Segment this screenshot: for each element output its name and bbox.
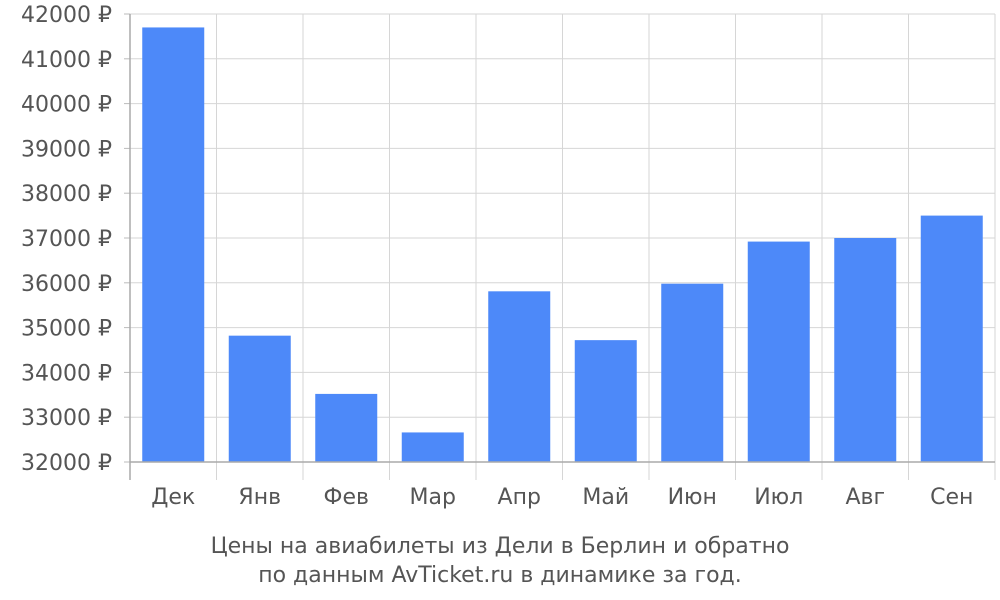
x-tick-label: Май xyxy=(582,485,629,510)
bar-10 xyxy=(920,215,983,462)
bar-3 xyxy=(315,393,378,462)
axes xyxy=(124,13,995,480)
x-tick-label: Июл xyxy=(754,485,803,510)
y-tick-label: 32000 ₽ xyxy=(21,451,112,476)
y-tick-label: 39000 ₽ xyxy=(21,137,112,162)
y-tick-label: 37000 ₽ xyxy=(21,227,112,252)
grid xyxy=(130,13,996,480)
bar-4 xyxy=(401,432,464,462)
caption-line-2: по данным AvTicket.ru в динамике за год. xyxy=(258,563,742,588)
x-tick-label: Июн xyxy=(668,485,717,510)
x-tick-label: Мар xyxy=(410,485,456,510)
y-tick-label: 40000 ₽ xyxy=(21,93,112,118)
x-tick-label: Фев xyxy=(324,485,369,510)
bar-1 xyxy=(142,27,205,462)
y-axis-tick-labels: 32000 ₽ 33000 ₽ 34000 ₽ 35000 ₽ 36000 ₽ 37000… xyxy=(21,3,112,476)
x-tick-label: Янв xyxy=(238,485,281,510)
x-tick-label: Апр xyxy=(498,485,541,510)
bars xyxy=(142,27,983,462)
bar-6 xyxy=(574,340,637,462)
x-axis-tick-labels: Дек Янв Фев Мар Апр Май Июн Июл Авг Сен xyxy=(151,485,973,510)
x-tick-label: Сен xyxy=(930,485,973,510)
caption-line-1: Цены на авиабилеты из Дели в Берлин и об… xyxy=(210,534,790,559)
bar-5 xyxy=(488,291,551,462)
y-tick-label: 36000 ₽ xyxy=(21,272,112,297)
bar-7 xyxy=(661,283,724,462)
y-tick-label: 33000 ₽ xyxy=(21,406,112,431)
x-tick-label: Дек xyxy=(151,485,195,510)
bar-2 xyxy=(228,335,291,462)
bar-9 xyxy=(834,238,897,462)
y-tick-label: 42000 ₽ xyxy=(21,3,112,28)
chart-caption: Цены на авиабилеты из Дели в Берлин и об… xyxy=(0,532,1000,590)
y-tick-label: 41000 ₽ xyxy=(21,48,112,73)
y-tick-label: 35000 ₽ xyxy=(21,317,112,342)
y-tick-label: 34000 ₽ xyxy=(21,361,112,386)
x-tick-label: Авг xyxy=(845,485,885,510)
y-tick-label: 38000 ₽ xyxy=(21,182,112,207)
bar-8 xyxy=(747,241,810,462)
